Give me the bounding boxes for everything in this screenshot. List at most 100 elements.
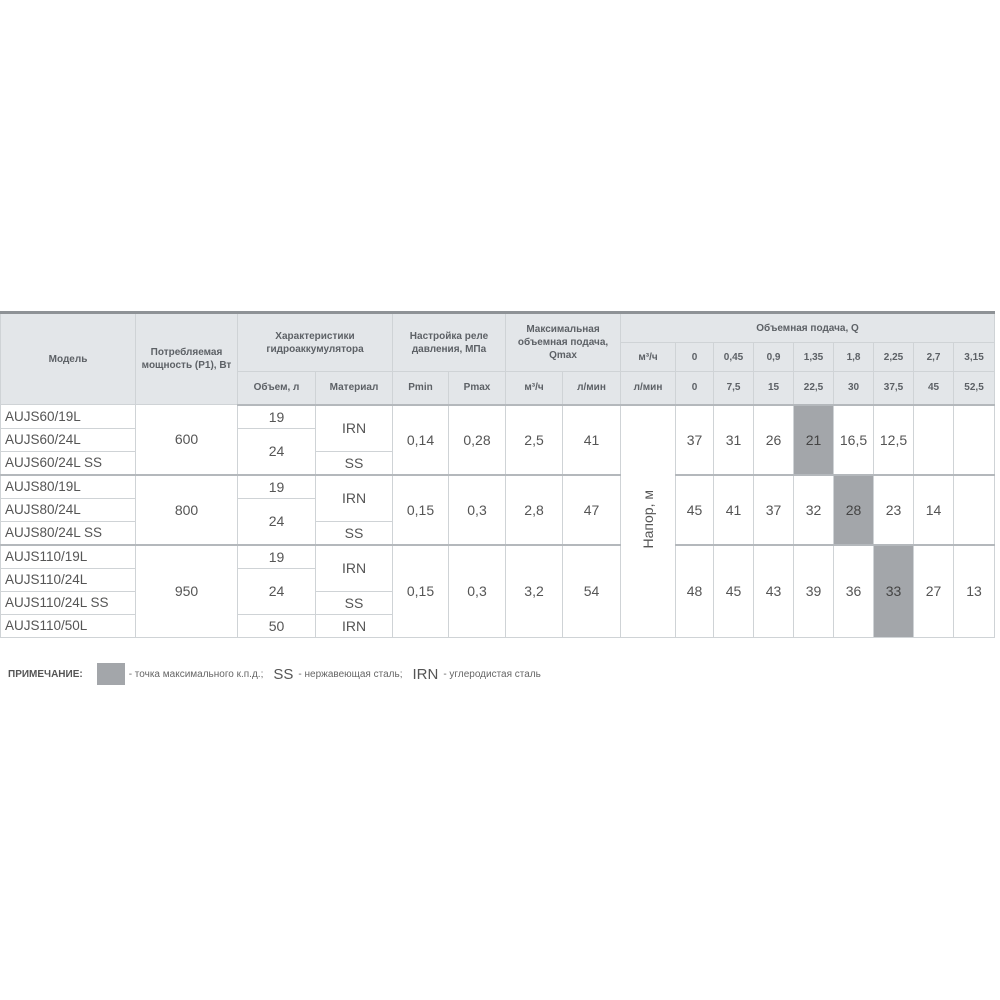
- legend-note: ПРИМЕЧАНИЕ: - точка максимального к.п.д.…: [8, 663, 541, 685]
- model-name: AUJS60/24L SS: [0, 450, 136, 475]
- volume-value: 24: [237, 567, 316, 615]
- power-value: 800: [135, 473, 238, 545]
- material-value: SS: [315, 590, 393, 615]
- ql-value: 54: [562, 543, 622, 638]
- head-value: 16,5: [833, 404, 875, 475]
- model-name: AUJS80/19L: [0, 473, 136, 499]
- header-qmax: Максимальная объемная подача, Qmax: [505, 312, 622, 372]
- model-name: AUJS110/24L SS: [0, 590, 136, 615]
- pmax-value: 0,3: [447, 473, 507, 545]
- flow-m3h-tick: 2,25: [873, 342, 915, 372]
- pmax-value: 0,28: [447, 404, 507, 475]
- pump-spec-table: Модель Потребляемая мощность (P1), Вт Ха…: [0, 311, 996, 638]
- flow-lmin-tick: 0: [675, 371, 715, 406]
- flow-m3h-tick: 1,8: [833, 342, 875, 372]
- head-value: 45: [713, 543, 755, 638]
- table-row: AUJS110/19L 950 19 IRN 0,15 0,3 3,2 54 48 45 43 39 3…: [0, 543, 996, 638]
- head-value: [913, 404, 955, 475]
- table-row: AUJS80/24L 24: [0, 497, 995, 545]
- note-ss-text: - нержавеющая сталь;: [298, 668, 403, 680]
- flow-m3h-tick: 0,9: [753, 342, 795, 372]
- head-value: 45: [675, 473, 715, 545]
- qm3-value: 2,5: [505, 404, 564, 475]
- volume-value: 19: [237, 543, 316, 569]
- header-flow-m3h: м³/ч: [620, 342, 677, 372]
- header-pmax: Pmax: [447, 371, 507, 406]
- highlight-swatch: [96, 663, 125, 685]
- material-value: IRN: [315, 543, 393, 592]
- flow-m3h-tick: 1,35: [793, 342, 835, 372]
- model-name: AUJS110/50L: [0, 613, 136, 638]
- table-row: AUJS80/24L SS SS: [0, 520, 995, 545]
- head-value: 27: [913, 543, 955, 638]
- header-flow-lmin: л/мин: [620, 371, 677, 406]
- model-name: AUJS60/24L: [0, 427, 136, 452]
- volume-value: 19: [237, 404, 316, 429]
- head-axis-label: Напор, м: [620, 404, 677, 638]
- head-label: Напор, м: [640, 490, 657, 549]
- header-qmax-m3h: м³/ч: [505, 371, 564, 406]
- table-row: AUJS110/50L 50 IRN: [0, 613, 995, 638]
- pmin-value: 0,15: [392, 473, 449, 545]
- table-row: AUJS110/24L 24: [0, 567, 995, 615]
- flow-lmin-tick: 45: [913, 371, 955, 406]
- head-value: 39: [793, 543, 835, 638]
- note-label: ПРИМЕЧАНИЕ:: [8, 668, 83, 680]
- material-value: SS: [315, 520, 393, 545]
- header-pmin: Pmin: [392, 371, 449, 406]
- table-row: AUJS80/19L 800 19 IRN 0,15 0,3 2,8 47 45 41 37 32 28…: [0, 473, 996, 545]
- header-relay: Настройка реле давления, МПа: [391, 312, 507, 372]
- header-model: Модель: [0, 312, 136, 405]
- material-value: IRN: [315, 404, 393, 452]
- header-power: Потребляемая мощность (P1), Вт: [135, 312, 238, 405]
- head-value: 43: [753, 543, 795, 638]
- head-value: 31: [713, 404, 755, 475]
- pmin-value: 0,15: [392, 543, 449, 638]
- note-swatch-text: - точка максимального к.п.д.;: [128, 668, 264, 680]
- power-value: 600: [135, 404, 238, 475]
- head-value: 41: [713, 473, 755, 545]
- head-value: 37: [675, 404, 715, 475]
- material-value: IRN: [315, 473, 393, 522]
- head-value: [953, 404, 996, 475]
- material-value: IRN: [315, 613, 393, 638]
- qm3-value: 3,2: [505, 543, 564, 638]
- flow-m3h-tick: 0,45: [713, 342, 755, 372]
- flow-lmin-tick: 15: [753, 371, 795, 406]
- table-row: AUJS110/24L SS SS: [0, 590, 995, 615]
- volume-value: 24: [237, 497, 316, 545]
- note-irn: IRN: [412, 665, 439, 683]
- header-volume: Объем, л: [237, 371, 316, 406]
- volume-value: 24: [237, 427, 316, 475]
- model-name: AUJS110/19L: [0, 543, 136, 569]
- flow-lmin-tick: 7,5: [713, 371, 755, 406]
- model-name: AUJS110/24L: [0, 567, 136, 592]
- head-value: 36: [833, 543, 875, 638]
- flow-lmin-tick: 37,5: [873, 371, 915, 406]
- flow-lmin-tick: 22,5: [793, 371, 835, 406]
- flow-lmin-tick: 52,5: [953, 371, 996, 406]
- table-row: AUJS60/24L 24: [0, 427, 995, 475]
- note-ss: SS: [273, 665, 294, 683]
- note-irn-text: - углеродистая сталь: [443, 668, 541, 680]
- flow-lmin-tick: 30: [833, 371, 875, 406]
- head-value-max-efficiency: 21: [793, 404, 835, 475]
- flow-m3h-tick: 0: [675, 342, 715, 372]
- ql-value: 47: [562, 473, 622, 545]
- flow-m3h-tick: 3,15: [953, 342, 996, 372]
- head-value: 14: [913, 473, 955, 545]
- header-flow: Объемная подача, Q: [620, 312, 996, 343]
- model-name: AUJS80/24L SS: [0, 520, 136, 545]
- header-material: Материал: [315, 371, 393, 406]
- head-value: 48: [675, 543, 715, 638]
- pmax-value: 0,3: [447, 543, 507, 638]
- head-value: 23: [873, 473, 915, 545]
- flow-m3h-tick: 2,7: [913, 342, 955, 372]
- pmin-value: 0,14: [392, 404, 449, 475]
- head-value: [953, 473, 996, 545]
- ql-value: 41: [562, 404, 622, 475]
- volume-value: 19: [237, 473, 316, 499]
- qm3-value: 2,8: [505, 473, 564, 545]
- header-qmax-lmin: л/мин: [562, 371, 622, 406]
